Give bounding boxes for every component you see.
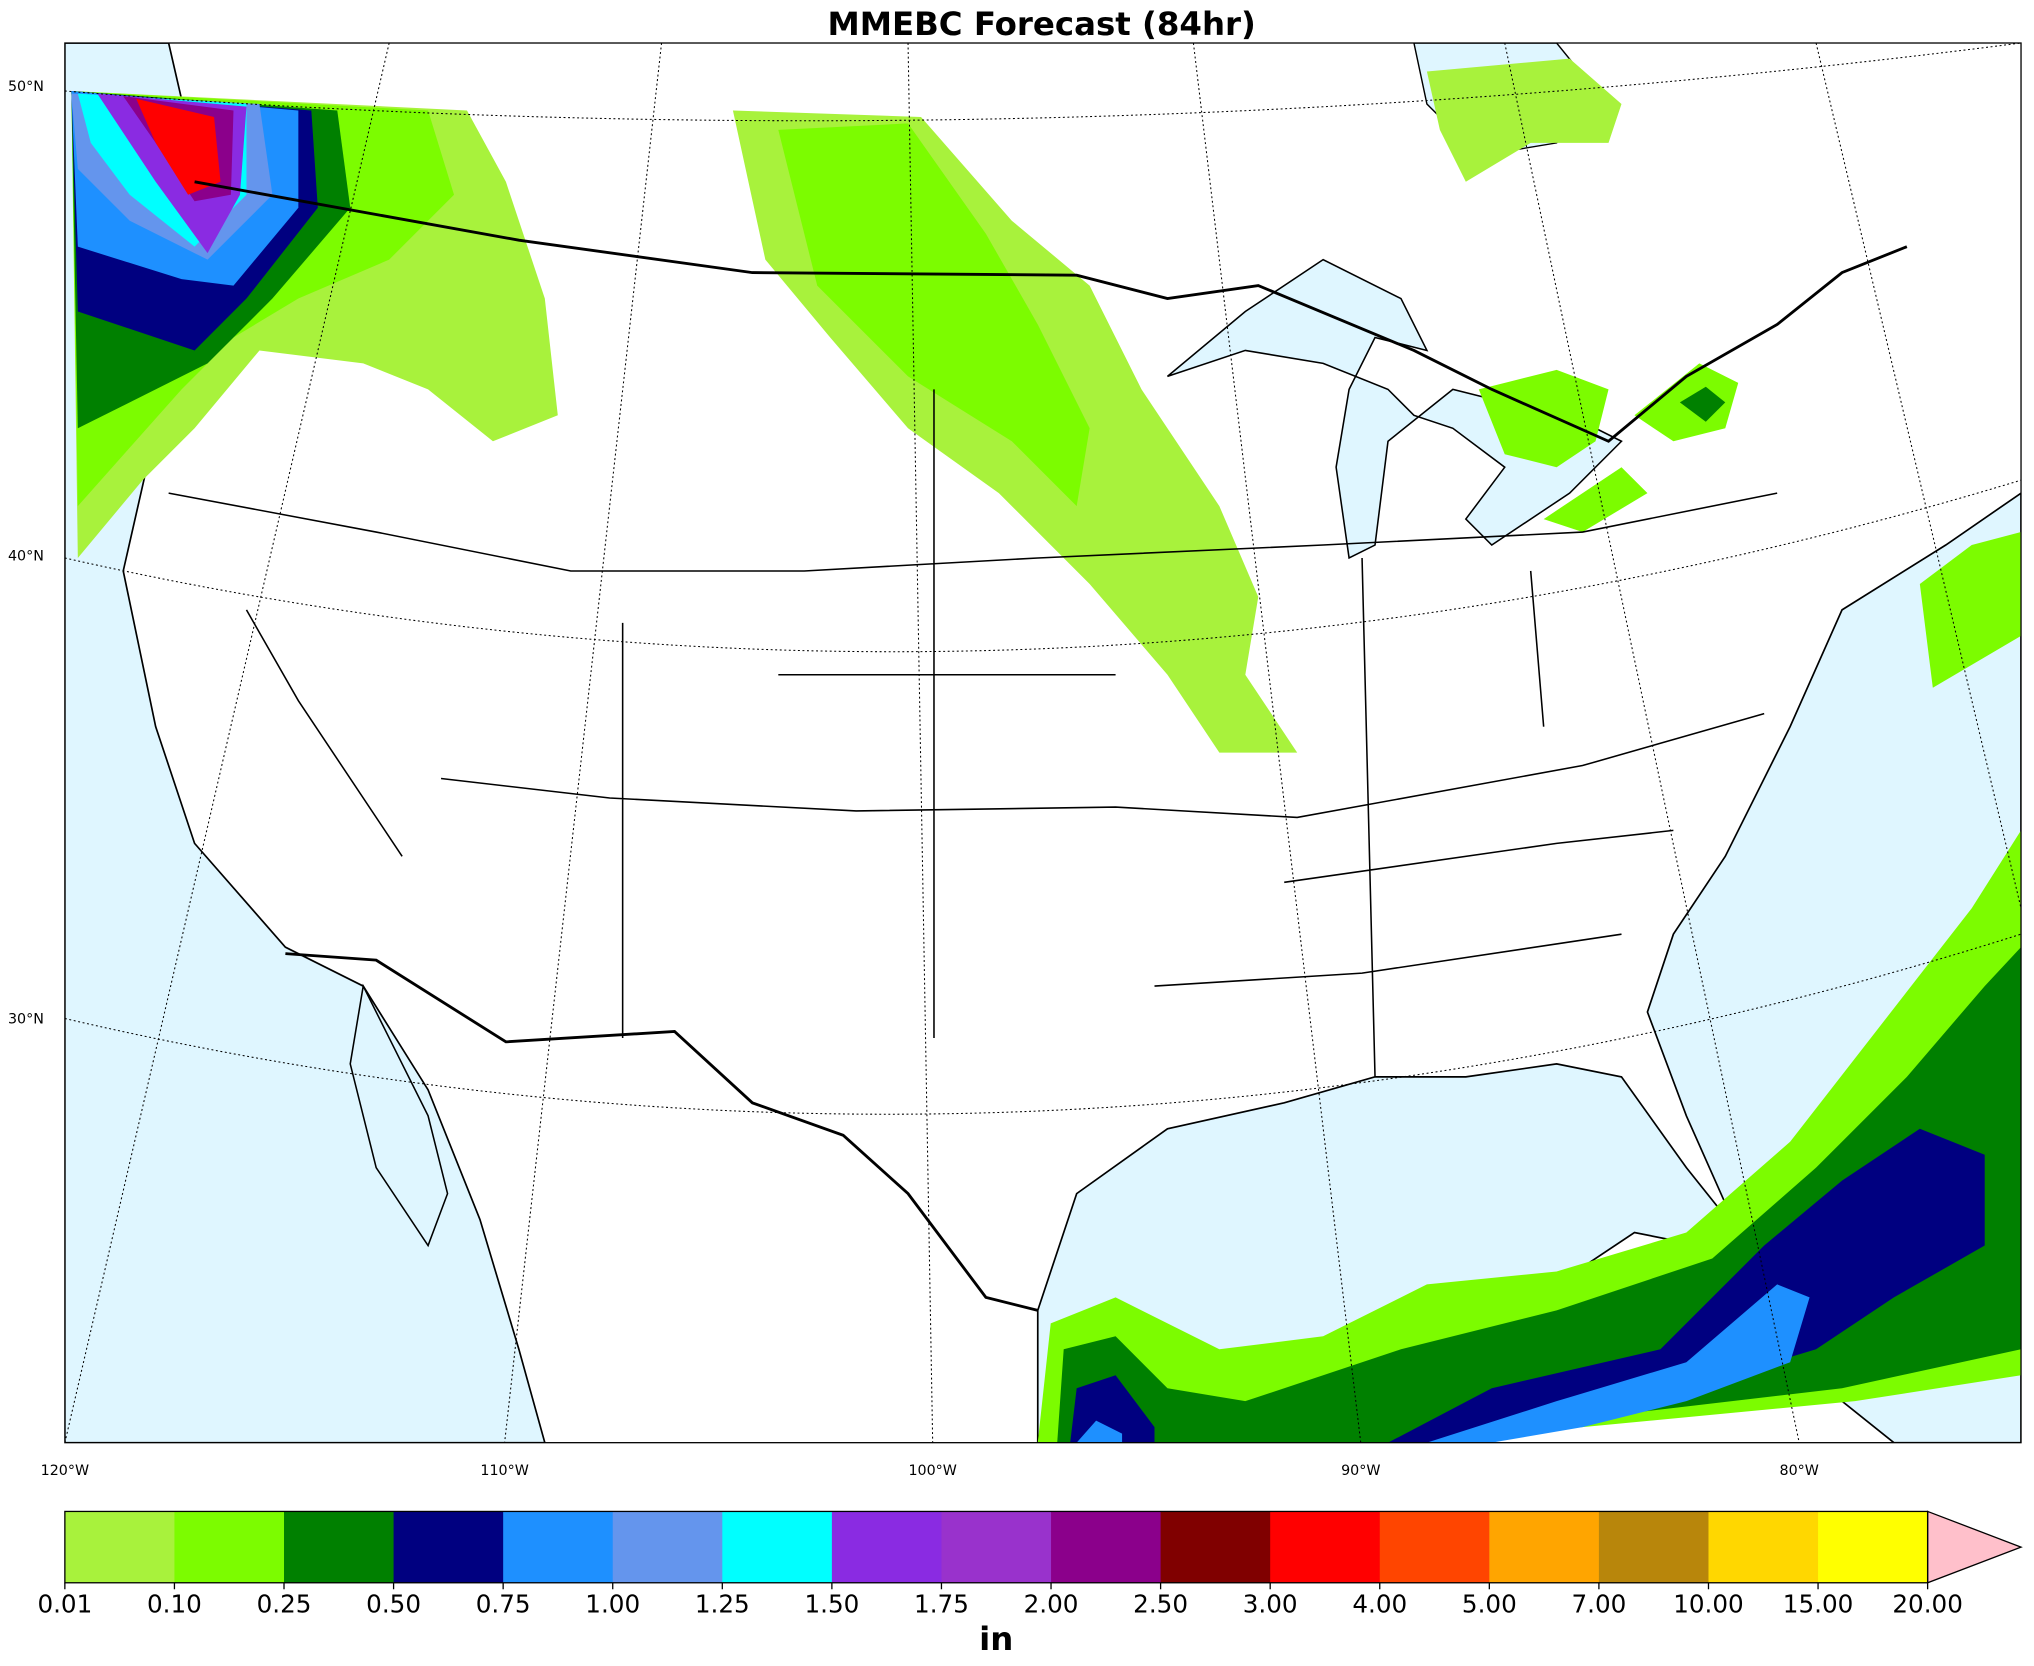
lon-label: 100°W [908, 1463, 956, 1479]
us-canada-border [194, 180, 1908, 443]
colorbar-label: 1.75 [914, 1590, 969, 1619]
colorbar-swatch [284, 1511, 395, 1583]
precipitation [71, 58, 2022, 1443]
colorbar-label: 7.00 [1571, 1590, 1626, 1619]
colorbar-swatch [174, 1511, 285, 1583]
precip-area [1076, 1284, 1810, 1443]
colorbar-swatch [941, 1511, 1052, 1583]
precip-area [1919, 532, 2022, 688]
colorbar-label: 0.10 [147, 1590, 202, 1619]
colorbar-unit: in [979, 1620, 1013, 1658]
precip-area [1679, 386, 1726, 422]
colorbar-swatch [1051, 1511, 1162, 1583]
precip-area [1543, 467, 1648, 533]
precip-area [136, 98, 221, 195]
lat-label: 30°N [8, 1012, 44, 1028]
lat-label: 50°N [8, 79, 44, 95]
map-area [64, 43, 2022, 1443]
colorbar-label: 0.01 [37, 1590, 92, 1619]
lon-label: 90°W [1341, 1463, 1380, 1479]
colorbar-label: 1.00 [585, 1590, 640, 1619]
colorbar-label: 15.00 [1783, 1590, 1854, 1619]
colorbar-swatch [1160, 1511, 1271, 1583]
precip-area [1478, 369, 1609, 468]
colorbar-label: 0.75 [476, 1590, 531, 1619]
colorbar-label: 5.00 [1462, 1590, 1517, 1619]
colorbar-label: 1.50 [804, 1590, 859, 1619]
colorbar-swatch [503, 1511, 614, 1583]
colorbar-swatch [1598, 1511, 1710, 1583]
lon-label: 80°W [1780, 1463, 1819, 1479]
axis-labels: 50°N 40°N 30°N 120°W 110°W 100°W 90°W 80°W [8, 79, 1819, 1479]
borders [168, 180, 1908, 1312]
colorbar-swatch [1489, 1511, 1600, 1583]
colorbar-extend [1926, 1510, 2023, 1584]
colorbar-swatch [1379, 1511, 1490, 1583]
colorbar-label: 10.00 [1673, 1590, 1744, 1619]
colorbar-label: 20.00 [1892, 1590, 1963, 1619]
lon-label: 110°W [480, 1463, 528, 1479]
lon-label: 120°W [41, 1463, 89, 1479]
colorbar-frame [64, 1510, 1929, 1584]
gulf-of-california [349, 983, 449, 1248]
precip-area [778, 123, 1090, 507]
us-mexico-border [285, 952, 1039, 1312]
colorbar-swatch [64, 1511, 176, 1583]
state-lines [168, 389, 1778, 1077]
colorbar-swatch [722, 1511, 833, 1583]
colorbar-swatch [1270, 1511, 1381, 1583]
colorbar-swatch [1818, 1511, 1929, 1583]
map-frame [64, 42, 2022, 1444]
graticule [64, 43, 2022, 1443]
colorbar-label: 1.25 [695, 1590, 750, 1619]
colorbar-label: 3.00 [1243, 1590, 1298, 1619]
colorbar-label: 2.00 [1024, 1590, 1079, 1619]
colorbar-swatch [1708, 1511, 1819, 1583]
colorbar-swatch [393, 1511, 504, 1583]
precip-area [1426, 58, 1622, 182]
lat-label: 40°N [8, 549, 44, 565]
colorbar-swatch [831, 1511, 943, 1583]
colorbar-label: 2.50 [1133, 1590, 1188, 1619]
colorbar-swatch [612, 1511, 723, 1583]
colorbar-label: 4.00 [1352, 1590, 1407, 1619]
colorbar-label: 0.25 [257, 1590, 312, 1619]
map-title: MMEBC Forecast (84hr) [827, 5, 1255, 43]
colorbar: 0.01 0.10 0.25 0.50 0.75 1.00 1.25 1.50 1.75 2.00… [37, 1510, 2023, 1658]
colorbar-label: 0.50 [366, 1590, 421, 1619]
